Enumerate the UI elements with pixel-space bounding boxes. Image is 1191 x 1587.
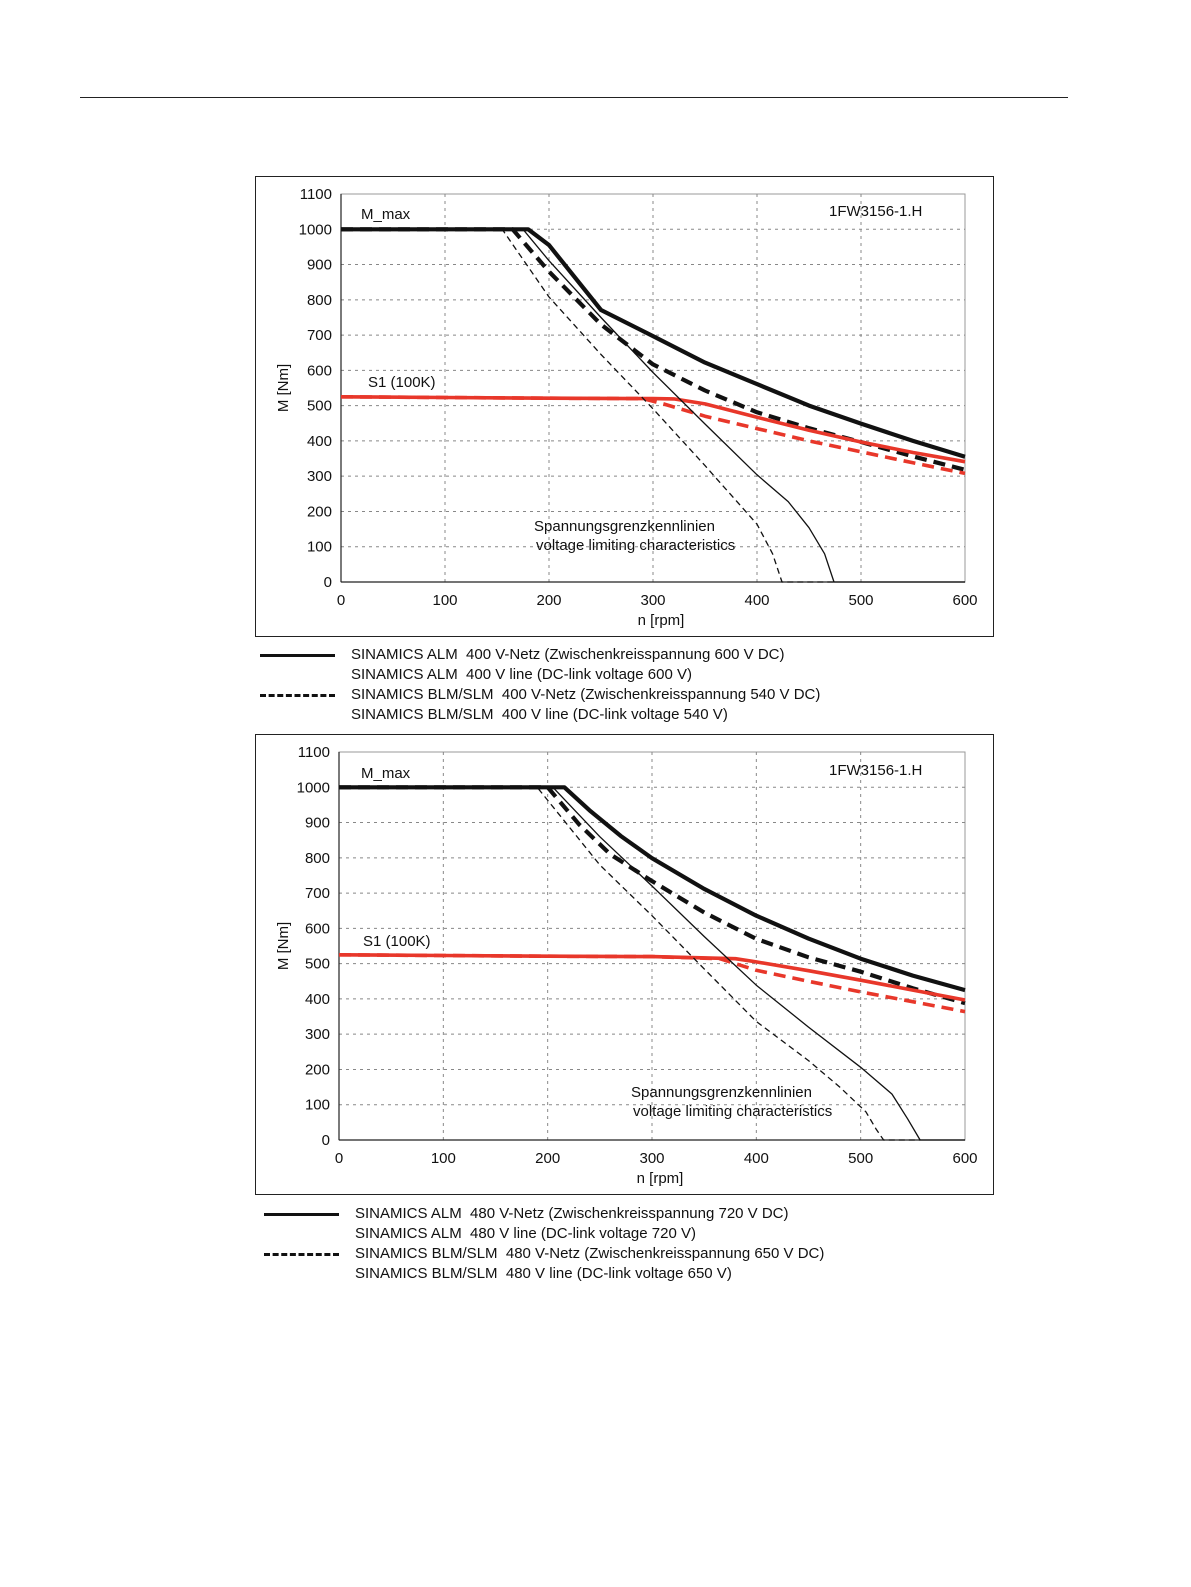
solid-line-swatch xyxy=(264,1213,339,1216)
annotation-voltage-limit-de: Spannungsgrenzkennlinien xyxy=(534,518,715,535)
legend-text: SINAMICS ALM 400 V line (DC-link voltage… xyxy=(351,666,692,683)
y-tick-label: 400 xyxy=(305,991,330,1008)
x-axis-label: n [rpm] xyxy=(637,1170,684,1187)
legend-text: SINAMICS BLM/SLM 400 V line (DC-link vol… xyxy=(351,706,728,723)
y-tick-label: 400 xyxy=(307,433,332,450)
chart-svg: 0 100 200 300 400 500 600 0 100 200 300 400 500 600 70… xyxy=(275,744,978,1187)
series-line xyxy=(339,786,921,1141)
legend-entry-blm-en: SINAMICS BLM/SLM 400 V line (DC-link vol… xyxy=(260,705,980,725)
annotation-voltage-limit-en: voltage limiting characteristics xyxy=(536,537,735,554)
series-line xyxy=(339,785,966,993)
y-tick-label: 700 xyxy=(305,885,330,902)
x-tick-label: 400 xyxy=(744,592,769,609)
legend-text: SINAMICS BLM/SLM 480 V line (DC-link vol… xyxy=(355,1265,732,1282)
annotation-voltage-limit-en: voltage limiting characteristics xyxy=(633,1103,832,1120)
series-line xyxy=(340,395,966,476)
x-tick-label: 600 xyxy=(952,592,977,609)
legend-entry-alm: SINAMICS ALM 400 V-Netz (Zwischenkreissp… xyxy=(260,645,980,665)
x-tick-label: 600 xyxy=(952,1150,977,1167)
annotation-s1: S1 (100K) xyxy=(368,374,436,391)
y-axis-label: M [Nm] xyxy=(275,364,292,412)
annotation-mmax: M_max xyxy=(361,206,411,223)
x-tick-label: 300 xyxy=(640,592,665,609)
x-tick-label: 0 xyxy=(337,592,345,609)
series-line xyxy=(341,227,966,459)
series-line xyxy=(341,228,834,583)
series-line xyxy=(339,786,965,1141)
x-tick-label: 0 xyxy=(335,1150,343,1167)
y-tick-label: 800 xyxy=(307,292,332,309)
header-rule xyxy=(80,97,1068,98)
x-tick-label: 200 xyxy=(536,592,561,609)
y-tick-label: 0 xyxy=(322,1132,330,1149)
y-tick-label: 1100 xyxy=(298,744,330,761)
legend-entry-blm: SINAMICS BLM/SLM 480 V-Netz (Zwischenkre… xyxy=(264,1244,984,1264)
x-tick-label: 100 xyxy=(432,592,457,609)
x-tick-label: 500 xyxy=(848,1150,873,1167)
y-tick-label: 1000 xyxy=(299,221,332,238)
torque-chart-400v: 0 100 200 300 400 500 600 0 100 200 300 400 500 600 70… xyxy=(255,176,994,637)
annotation-mmax: M_max xyxy=(361,765,411,782)
legend-text: SINAMICS BLM/SLM 480 V-Netz (Zwischenkre… xyxy=(355,1245,825,1262)
series-line xyxy=(341,227,966,472)
series-line xyxy=(339,785,966,1006)
y-tick-label: 600 xyxy=(305,920,330,937)
solid-line-swatch xyxy=(260,654,335,657)
x-tick-label: 400 xyxy=(744,1150,769,1167)
annotation-s1: S1 (100K) xyxy=(363,933,431,950)
chart-svg: 0 100 200 300 400 500 600 0 100 200 300 400 500 600 70… xyxy=(275,186,978,629)
y-tick-label: 900 xyxy=(305,815,330,832)
y-tick-label: 800 xyxy=(305,850,330,867)
legend-480v: SINAMICS ALM 480 V-Netz (Zwischenkreissp… xyxy=(264,1204,984,1284)
series-line xyxy=(338,953,966,1014)
y-tick-label: 900 xyxy=(307,257,332,274)
y-tick-label: 1100 xyxy=(300,186,332,203)
y-tick-label: 700 xyxy=(307,327,332,344)
x-tick-label: 500 xyxy=(848,592,873,609)
y-tick-label: 600 xyxy=(307,362,332,379)
dashed-line-swatch xyxy=(260,694,335,697)
x-tick-label: 200 xyxy=(535,1150,560,1167)
chart-title: 1FW3156-1.H xyxy=(829,203,922,220)
x-axis-label: n [rpm] xyxy=(638,612,685,629)
legend-entry-blm-en: SINAMICS BLM/SLM 480 V line (DC-link vol… xyxy=(264,1264,984,1284)
legend-text: SINAMICS ALM 400 V-Netz (Zwischenkreissp… xyxy=(351,646,785,663)
legend-entry-blm: SINAMICS BLM/SLM 400 V-Netz (Zwischenkre… xyxy=(260,685,980,705)
x-tick-label: 100 xyxy=(431,1150,456,1167)
y-tick-label: 1000 xyxy=(297,779,330,796)
legend-entry-alm-en: SINAMICS ALM 480 V line (DC-link voltage… xyxy=(264,1224,984,1244)
y-tick-label: 300 xyxy=(305,1026,330,1043)
legend-text: SINAMICS ALM 480 V line (DC-link voltage… xyxy=(355,1225,696,1242)
y-tick-label: 200 xyxy=(307,503,332,520)
series-line xyxy=(341,228,965,583)
legend-entry-alm: SINAMICS ALM 480 V-Netz (Zwischenkreissp… xyxy=(264,1204,984,1224)
legend-text: SINAMICS ALM 480 V-Netz (Zwischenkreissp… xyxy=(355,1205,789,1222)
legend-entry-alm-en: SINAMICS ALM 400 V line (DC-link voltage… xyxy=(260,665,980,685)
y-tick-label: 0 xyxy=(324,574,332,591)
x-tick-label: 300 xyxy=(639,1150,664,1167)
legend-text: SINAMICS BLM/SLM 400 V-Netz (Zwischenkre… xyxy=(351,686,821,703)
y-tick-label: 500 xyxy=(305,956,330,973)
y-axis-label: M [Nm] xyxy=(275,922,292,970)
annotation-voltage-limit-de: Spannungsgrenzkennlinien xyxy=(631,1084,812,1101)
y-tick-label: 500 xyxy=(307,398,332,415)
y-tick-label: 100 xyxy=(307,539,332,556)
y-tick-label: 300 xyxy=(307,468,332,485)
dashed-line-swatch xyxy=(264,1253,339,1256)
y-tick-label: 100 xyxy=(305,1097,330,1114)
torque-chart-480v: 0 100 200 300 400 500 600 0 100 200 300 400 500 600 70… xyxy=(255,734,994,1195)
legend-400v: SINAMICS ALM 400 V-Netz (Zwischenkreissp… xyxy=(260,645,980,725)
chart-title: 1FW3156-1.H xyxy=(829,762,922,779)
y-tick-label: 200 xyxy=(305,1061,330,1078)
